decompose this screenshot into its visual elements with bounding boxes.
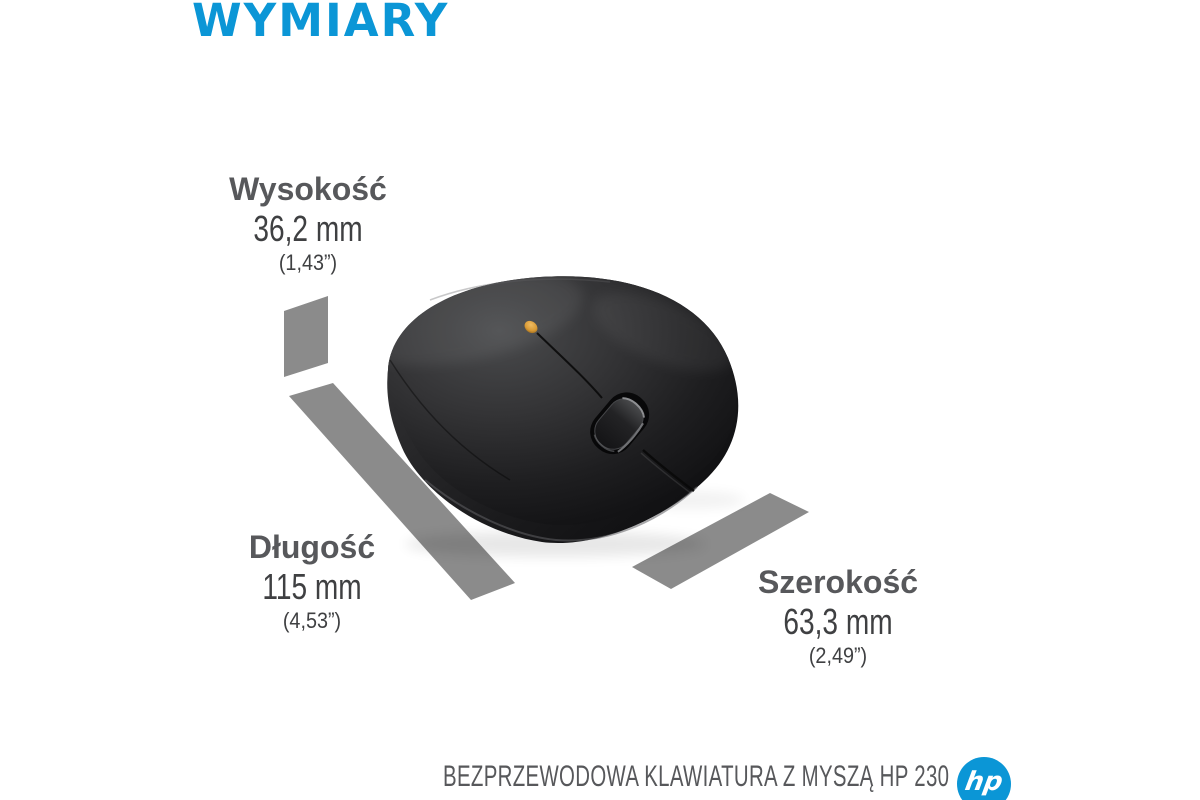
- page-title: WYMIARY: [192, 0, 450, 47]
- width-value: 63,3 mm: [783, 601, 893, 642]
- width-inches: (2,49”): [808, 643, 868, 668]
- length-dimension-block: Długość 115 mm (4,53”): [182, 528, 442, 634]
- height-label: Wysokość: [229, 171, 387, 207]
- product-caption: BEZPRZEWODOWA KLAWIATURA Z MYSZĄ HP 230: [443, 760, 950, 793]
- length-label: Długość: [248, 529, 376, 565]
- length-value: 115 mm: [262, 566, 362, 607]
- mouse-image: [357, 270, 745, 557]
- hp-logo-text: hp: [963, 767, 1006, 797]
- hp-logo: hp: [957, 757, 1011, 800]
- button-seam-line: [536, 332, 603, 399]
- button-seam-line-lower: [642, 449, 695, 492]
- mouse-shadow: [405, 531, 705, 557]
- scroll-wheel: [590, 392, 650, 455]
- width-dimension-bar: [632, 493, 809, 589]
- led-indicator: [524, 320, 538, 334]
- height-dimension-block: Wysokość 36,2 mm (1,43”): [178, 170, 438, 276]
- width-dimension-block: Szerokość 63,3 mm (2,49”): [708, 563, 968, 669]
- length-inches: (4,53”): [282, 608, 342, 633]
- height-inches: (1,43”): [278, 250, 338, 275]
- height-dimension-bar: [284, 296, 328, 377]
- width-label: Szerokość: [757, 564, 919, 600]
- height-value: 36,2 mm: [253, 208, 363, 249]
